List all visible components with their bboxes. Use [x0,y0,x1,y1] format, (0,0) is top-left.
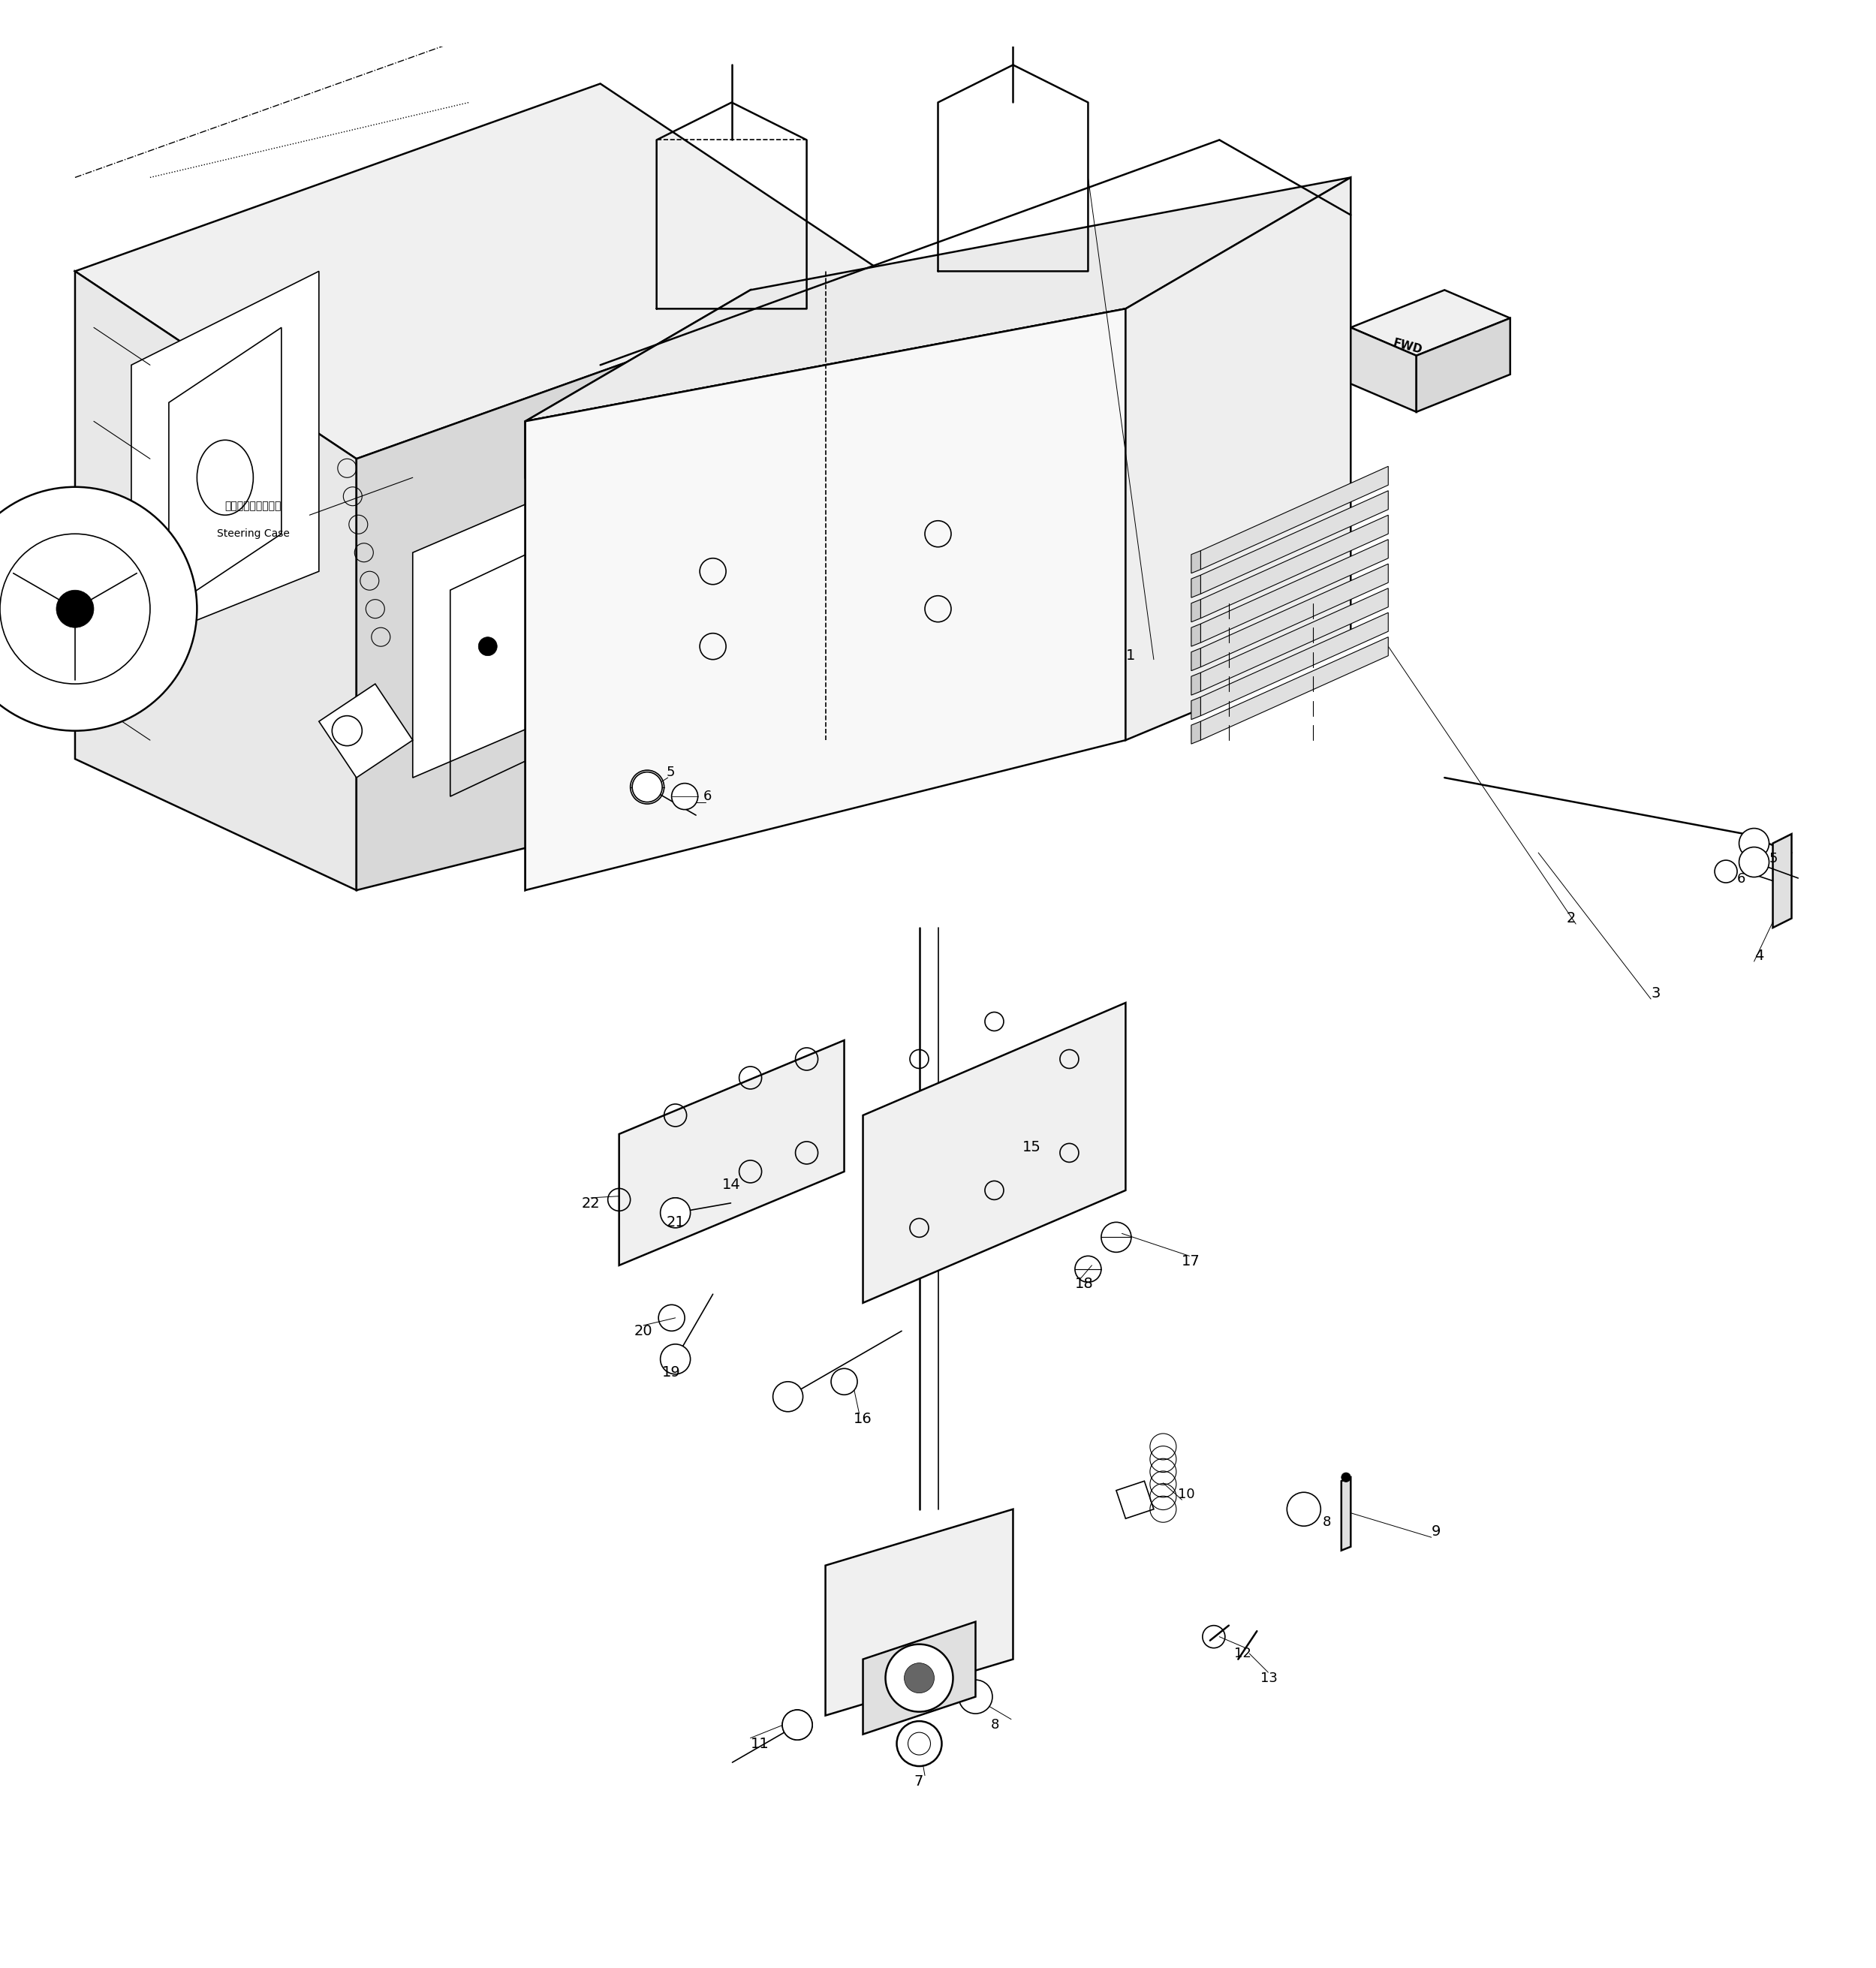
Text: 3: 3 [1651,986,1660,1000]
Polygon shape [1126,177,1351,740]
Circle shape [831,1368,857,1395]
Polygon shape [863,1004,1126,1303]
Polygon shape [525,309,1126,478]
Polygon shape [825,1509,1013,1716]
Text: 5: 5 [1769,852,1778,866]
Text: ステアリングケース: ステアリングケース [225,500,281,512]
Polygon shape [1416,319,1510,411]
Polygon shape [525,177,1351,421]
Text: 10: 10 [1178,1488,1195,1502]
Polygon shape [1191,673,1201,695]
Text: 19: 19 [662,1366,681,1380]
Text: 8: 8 [991,1718,1000,1732]
Polygon shape [525,289,750,890]
Circle shape [0,486,197,730]
Circle shape [885,1643,953,1712]
Polygon shape [1201,516,1388,618]
Polygon shape [1201,638,1388,740]
Polygon shape [1201,565,1388,667]
Text: 17: 17 [1182,1254,1201,1269]
Text: 13: 13 [1261,1671,1278,1685]
Polygon shape [1191,551,1201,573]
Polygon shape [1351,327,1416,411]
Polygon shape [1201,490,1388,594]
Text: 6: 6 [704,789,713,803]
Polygon shape [319,685,413,777]
Polygon shape [1201,466,1388,569]
Polygon shape [1773,834,1792,927]
Polygon shape [75,272,356,890]
Circle shape [1739,829,1769,858]
Polygon shape [131,272,319,646]
Circle shape [782,1710,812,1740]
Text: 12: 12 [1234,1647,1251,1661]
Text: 15: 15 [1022,1139,1041,1155]
Text: 8: 8 [1323,1515,1332,1529]
Circle shape [782,1710,812,1740]
Text: 18: 18 [1075,1277,1094,1291]
Text: 1: 1 [1126,649,1135,663]
Circle shape [632,771,662,803]
Text: 4: 4 [1754,949,1763,962]
Text: 7: 7 [914,1773,923,1789]
Circle shape [647,543,666,563]
Circle shape [897,1722,942,1765]
Ellipse shape [197,441,253,516]
Polygon shape [1191,697,1201,720]
Text: 9: 9 [1431,1525,1441,1539]
Polygon shape [1191,600,1201,622]
Circle shape [553,600,572,618]
Polygon shape [1191,624,1201,646]
Polygon shape [1191,575,1201,598]
Circle shape [1739,846,1769,878]
Text: 2: 2 [1566,911,1576,925]
Circle shape [722,506,741,523]
Circle shape [1341,1472,1351,1482]
Circle shape [773,1382,803,1411]
Ellipse shape [582,563,657,655]
Text: FWD: FWD [1392,337,1424,356]
Polygon shape [863,1622,976,1734]
Polygon shape [1191,647,1201,671]
Circle shape [1287,1492,1321,1525]
Circle shape [660,1344,690,1374]
Polygon shape [356,272,882,890]
Polygon shape [1191,722,1201,744]
Text: Steering Case: Steering Case [218,529,289,539]
Text: 16: 16 [854,1411,872,1427]
Polygon shape [525,309,1126,890]
Polygon shape [413,384,807,777]
Text: 22: 22 [582,1197,600,1210]
Text: 6: 6 [1737,872,1747,886]
Text: 5: 5 [666,766,675,779]
Text: 21: 21 [666,1214,685,1230]
Polygon shape [619,1041,844,1265]
Polygon shape [1341,1478,1351,1551]
Text: 11: 11 [750,1736,769,1752]
Polygon shape [75,85,882,459]
Circle shape [660,1199,690,1228]
Polygon shape [1201,612,1388,716]
Circle shape [56,590,94,628]
Circle shape [672,783,698,809]
Text: 20: 20 [634,1324,653,1338]
Polygon shape [1351,289,1510,356]
Polygon shape [1201,588,1388,691]
Circle shape [959,1681,992,1714]
Circle shape [478,638,497,655]
Polygon shape [1201,539,1388,644]
Circle shape [332,716,362,746]
Circle shape [904,1663,934,1692]
Text: 14: 14 [722,1177,741,1193]
